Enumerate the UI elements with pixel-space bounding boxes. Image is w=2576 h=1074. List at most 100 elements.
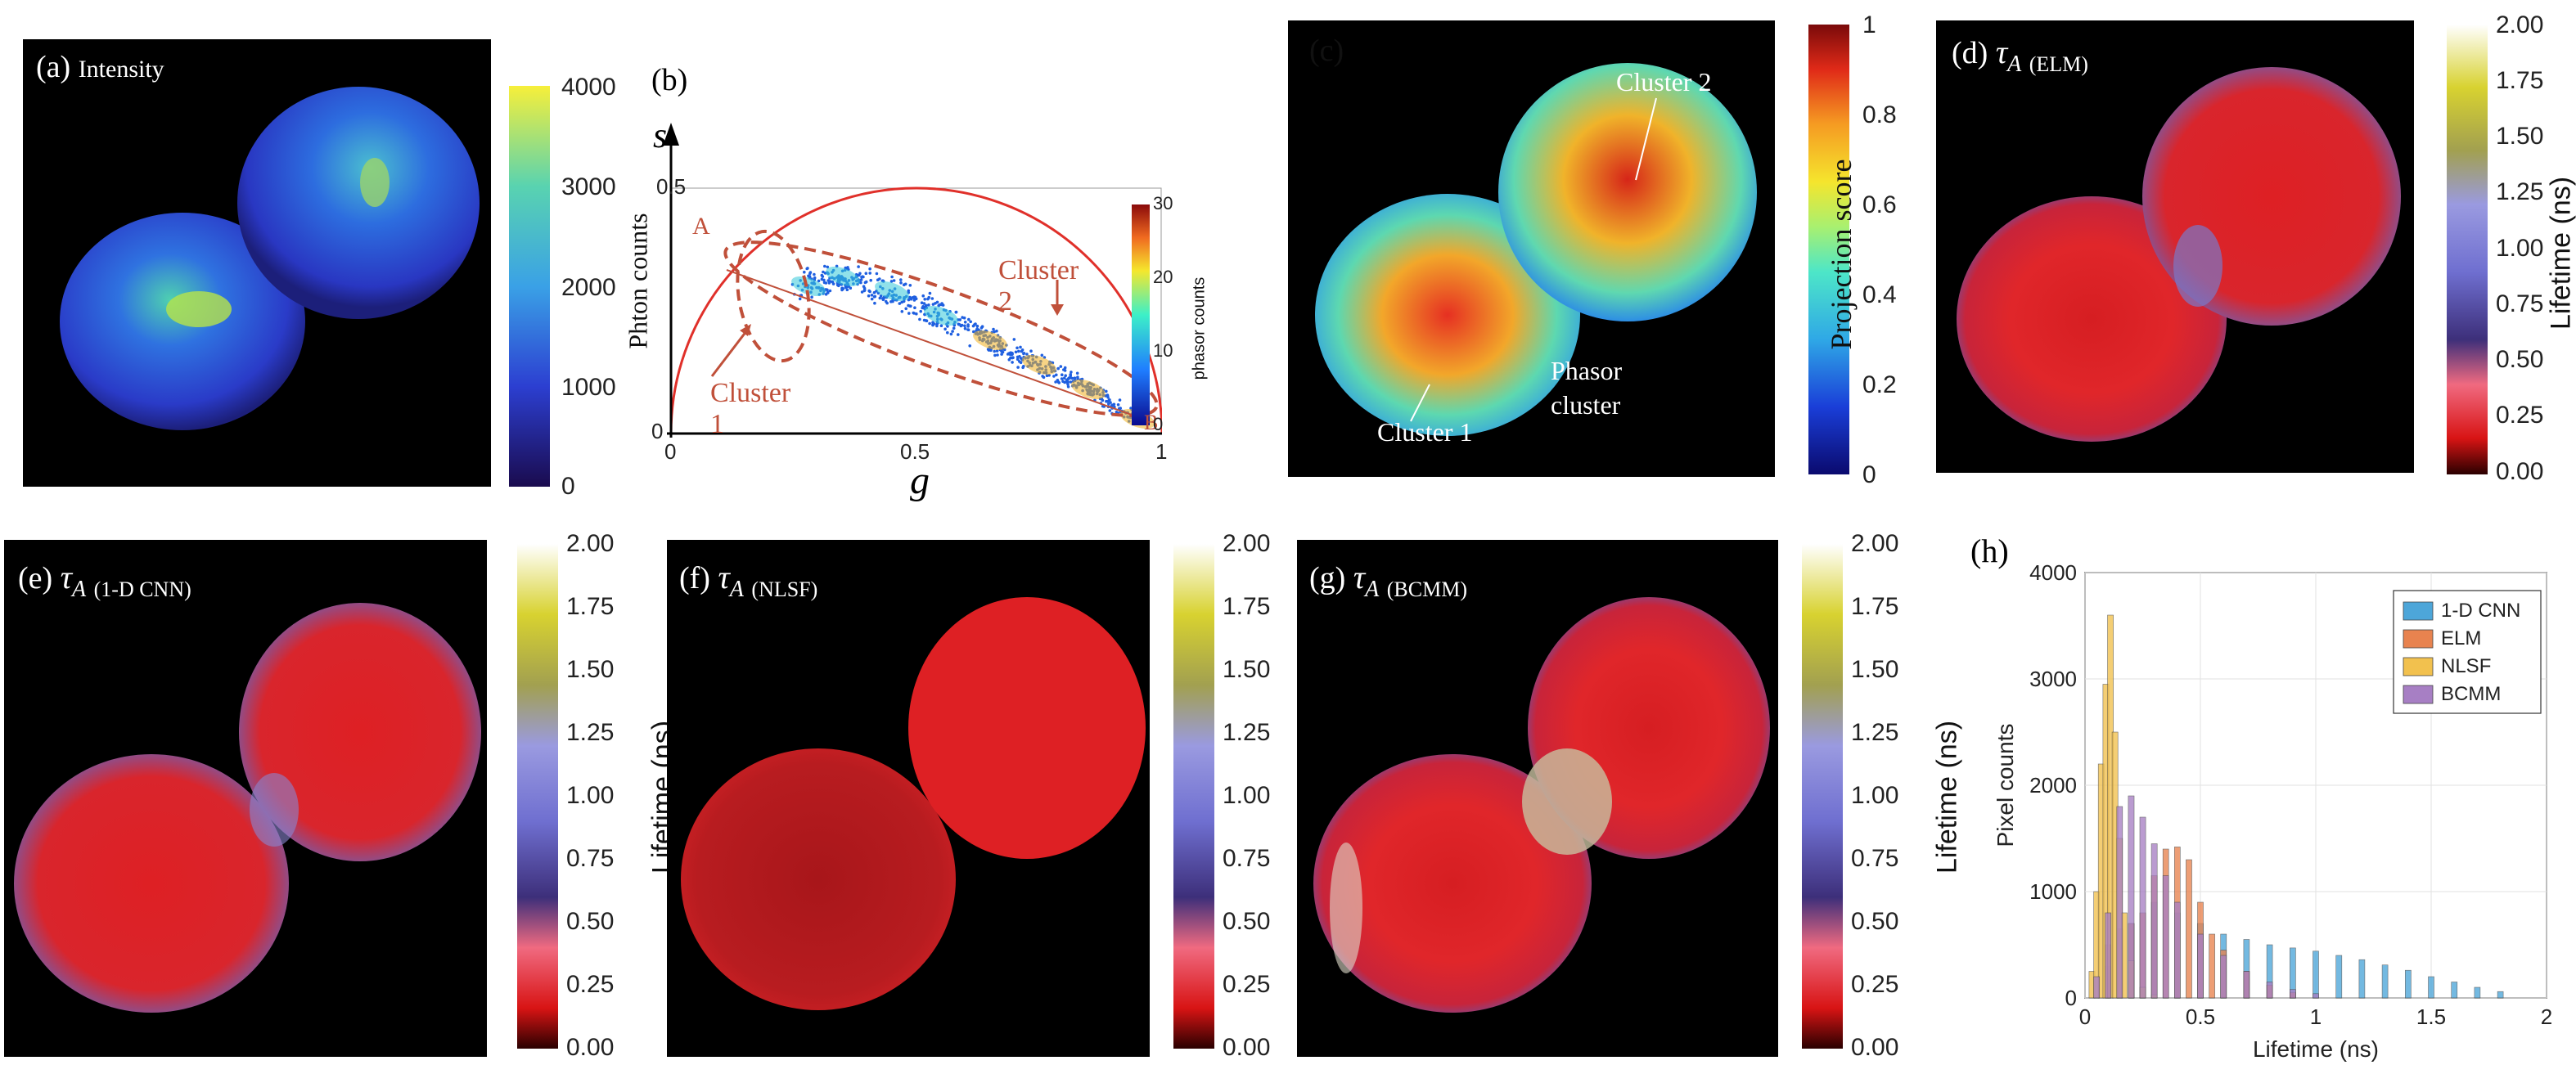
projection-tick: 0.2	[1862, 371, 1897, 398]
histogram-bar-bcmm	[2243, 971, 2250, 999]
lifetime-tick: 1.25	[2496, 178, 2544, 205]
g-tick: 1	[1155, 439, 1168, 464]
phasor-point	[1011, 361, 1014, 364]
phasor-point	[946, 330, 949, 335]
phasor-point	[1016, 357, 1020, 362]
tau-symbol: τ	[60, 559, 73, 595]
bcmm-cells	[1313, 597, 1770, 1013]
y-tick-label: 4000	[2029, 560, 2077, 585]
phasor-point	[931, 303, 935, 306]
phasor-cbar-label: phasor counts	[1190, 276, 1209, 380]
lifetime-tick: 1.50	[566, 656, 615, 683]
histogram-bar-bcmm	[2266, 982, 2273, 999]
lifetime-map-bcmm	[1297, 540, 1778, 1057]
phasor-point	[925, 319, 929, 323]
cnn-cells	[14, 603, 481, 1013]
phasor-point	[1063, 376, 1066, 380]
lifetime-tick: 0.75	[2496, 290, 2544, 317]
phasor-point	[870, 294, 874, 297]
phasor-point	[1063, 366, 1067, 370]
cluster1-arrow	[710, 330, 748, 377]
lifetime-tick: 0.00	[2496, 458, 2544, 485]
phasor-point	[1069, 380, 1073, 384]
phasor-point	[1075, 371, 1079, 375]
tau-symbol: τ	[718, 559, 730, 595]
point-b-label: B	[1144, 411, 1159, 434]
lifetime-tick: 1.75	[2496, 67, 2544, 94]
phasor-point	[1059, 365, 1063, 368]
lifetime-ylabel: Lifetime (ns)	[2545, 176, 2576, 330]
lifetime-tick: 2.00	[1223, 530, 1271, 557]
phasor-point	[1054, 380, 1057, 384]
s-tick: 0.5	[656, 174, 687, 199]
lifetime-tick: 0.25	[2496, 402, 2544, 429]
c-cluster2-arrow	[1635, 97, 1657, 181]
lifetime-ylabel: Lifetime (ns)	[1931, 720, 1963, 874]
phasor-point	[1056, 366, 1060, 371]
phasor-point	[973, 323, 976, 326]
lifetime-tick: 0.00	[1851, 1034, 1899, 1061]
phasor-density-core	[1071, 379, 1106, 400]
lifetime-tick: 0.50	[1851, 908, 1899, 935]
phasor-point	[909, 304, 912, 308]
phasor-point	[862, 285, 866, 289]
lifetime-tick: 1.50	[2496, 123, 2544, 150]
projection-tick: 1	[1862, 11, 1876, 38]
histogram-bar-bcmm	[2162, 875, 2169, 999]
phasor-point	[1109, 401, 1112, 404]
legend-label: ELM	[2441, 627, 2481, 649]
histogram-bar-1-d-cnn	[2428, 976, 2434, 999]
phasor-point	[817, 279, 821, 283]
intensity-image	[23, 39, 491, 487]
phasor-point	[862, 275, 865, 279]
lifetime-tick: 1.00	[1851, 782, 1899, 809]
histogram-bar-bcmm	[2313, 993, 2319, 999]
phasor-point	[1006, 353, 1010, 356]
lifetime-tick: 1.00	[1223, 782, 1271, 809]
phasor-point	[952, 326, 956, 330]
intensity-title: Intensity	[78, 56, 164, 83]
phasor-point	[864, 280, 868, 284]
phasor-point	[1016, 366, 1020, 369]
phasor-point	[828, 289, 832, 293]
cluster2-boundary	[723, 240, 1159, 417]
phasor-point	[872, 290, 876, 294]
phasor-point	[875, 272, 879, 276]
c-annotation-arrows	[1410, 97, 1657, 422]
phasor-point	[808, 272, 812, 276]
phasor-point	[808, 275, 812, 278]
intensity-tick: 3000	[561, 173, 616, 200]
lifetime-tick: 0.75	[1851, 845, 1899, 872]
x-tick-label: 1.5	[2416, 1004, 2446, 1029]
lifetime-tick: 0.50	[2496, 346, 2544, 373]
histogram-bar-1-d-cnn	[2358, 959, 2366, 999]
phasor-point	[909, 297, 913, 301]
histogram-xlabel: Lifetime (ns)	[2253, 1036, 2379, 1062]
phasor-point	[949, 332, 953, 336]
projection-tick: 0	[1862, 461, 1876, 488]
phasor-point	[963, 326, 967, 330]
phasor-point	[1041, 375, 1044, 378]
histogram-bar-bcmm	[2139, 816, 2146, 999]
histogram-bar-elm	[2209, 933, 2215, 999]
lifetime-tick: 2.00	[566, 530, 615, 557]
phasor-point	[878, 277, 881, 281]
phasor-point	[959, 324, 963, 328]
lifetime-tick: 0.50	[566, 908, 615, 935]
projection-tick: 0.6	[1862, 191, 1897, 218]
phasor-point	[904, 307, 907, 311]
phasor-point	[826, 265, 830, 269]
tau-symbol: τ	[1353, 559, 1366, 595]
phasor-point	[1066, 385, 1070, 389]
projection-tick: 0.4	[1862, 281, 1897, 308]
phasor-point	[939, 324, 943, 328]
histogram-bar-1-d-cnn	[2451, 982, 2458, 999]
phasor-point	[849, 286, 853, 290]
phasor-point	[868, 267, 871, 271]
phasor-point	[963, 321, 967, 324]
lifetime-tick: 0.25	[1223, 971, 1271, 998]
s-axis-arrowhead	[663, 123, 679, 146]
method-name: (NLSF)	[751, 577, 818, 601]
phasor-point	[1022, 365, 1025, 368]
lifetime-tick: 1.75	[566, 593, 615, 620]
